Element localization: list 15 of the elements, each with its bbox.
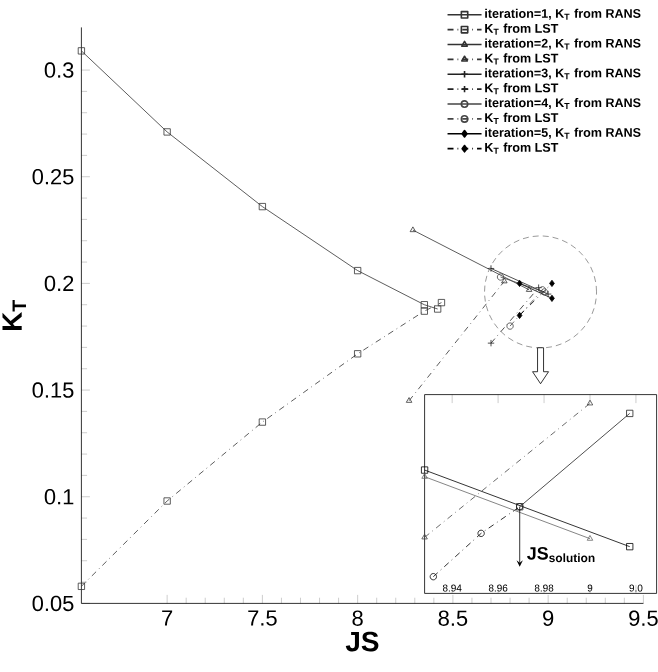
y-tick-label: 0.15 xyxy=(32,382,74,398)
x-tick-label: 8.5 xyxy=(438,610,468,626)
x-tick-label: 9 xyxy=(543,610,554,626)
y-axis-title: K$_{T}$ xyxy=(2,300,26,331)
x-tick-label: 7.5 xyxy=(248,610,277,626)
y-tick-label: 0.2 xyxy=(44,275,74,292)
annotation: JS$_{solution}$ xyxy=(527,546,595,563)
x-tick-label: 8 xyxy=(352,610,363,626)
y-tick-label: 0.3 xyxy=(44,62,74,78)
x-tick-label: 7 xyxy=(162,610,173,626)
y-tick-label: 0.1 xyxy=(44,489,74,505)
x-tick-label: 9.5 xyxy=(629,610,658,626)
x-axis-title: JS xyxy=(345,631,379,652)
y-tick-label: 0.05 xyxy=(32,595,74,612)
y-tick-label: 0.25 xyxy=(32,168,74,185)
